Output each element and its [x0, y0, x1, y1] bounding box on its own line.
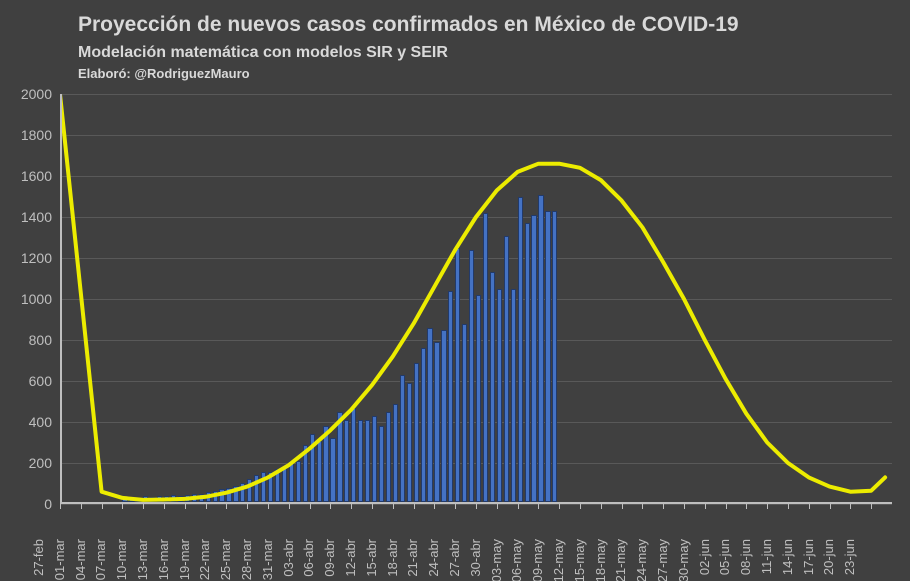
- data-bar: [296, 461, 301, 502]
- data-bar: [372, 416, 377, 502]
- y-tick-label: 600: [29, 373, 52, 389]
- data-bar: [330, 438, 335, 502]
- data-bar: [192, 494, 197, 502]
- data-bar: [282, 467, 287, 502]
- y-tick-label: 1000: [21, 291, 52, 307]
- y-axis: 0200400600800100012001400160018002000: [0, 94, 58, 504]
- y-tick-label: 0: [44, 496, 52, 512]
- data-bar: [289, 461, 294, 502]
- data-bar: [358, 420, 363, 502]
- y-tick-label: 400: [29, 414, 52, 430]
- data-bar: [268, 472, 273, 502]
- data-bar: [275, 469, 280, 502]
- data-bar: [476, 295, 481, 502]
- y-axis-line: [60, 94, 62, 504]
- data-bar: [538, 195, 543, 503]
- data-bar: [233, 486, 238, 502]
- data-bar: [344, 420, 349, 502]
- gridline: [60, 176, 892, 177]
- data-bar: [462, 324, 467, 502]
- data-bar: [337, 412, 342, 502]
- data-bar: [448, 291, 453, 502]
- y-tick-label: 800: [29, 332, 52, 348]
- data-bar: [421, 348, 426, 502]
- data-bar: [393, 404, 398, 502]
- data-bar: [511, 289, 516, 502]
- data-bar: [240, 483, 245, 502]
- y-tick-label: 1600: [21, 168, 52, 184]
- data-bar: [379, 426, 384, 502]
- data-bar: [219, 489, 224, 502]
- data-bar: [310, 434, 315, 502]
- data-bar: [455, 248, 460, 502]
- data-bar: [490, 272, 495, 502]
- data-bar: [518, 197, 523, 502]
- gridline: [60, 217, 892, 218]
- y-tick-label: 2000: [21, 86, 52, 102]
- data-bar: [365, 420, 370, 502]
- data-bar: [323, 426, 328, 502]
- data-bar: [434, 342, 439, 502]
- gridline: [60, 258, 892, 259]
- data-bar: [206, 492, 211, 502]
- data-bar: [400, 375, 405, 502]
- title-block: Proyección de nuevos casos confirmados e…: [78, 12, 739, 81]
- data-bar: [525, 223, 530, 502]
- data-bar: [213, 491, 218, 502]
- y-tick-label: 1400: [21, 209, 52, 225]
- data-bar: [317, 441, 322, 503]
- x-axis: 27-feb01-mar04-mar07-mar10-mar13-mar16-m…: [60, 506, 892, 576]
- chart-author: Elaboró: @RodriguezMauro: [78, 66, 739, 81]
- data-bar: [407, 383, 412, 502]
- y-tick-label: 1200: [21, 250, 52, 266]
- data-bar: [226, 488, 231, 502]
- data-bar: [303, 445, 308, 502]
- data-bar: [414, 363, 419, 502]
- data-bar: [199, 494, 204, 502]
- chart-container: Proyección de nuevos casos confirmados e…: [0, 0, 910, 581]
- chart-title: Proyección de nuevos casos confirmados e…: [78, 12, 739, 38]
- plot-area: [60, 94, 892, 504]
- data-bar: [545, 211, 550, 502]
- data-bar: [185, 495, 190, 502]
- y-tick-label: 1800: [21, 127, 52, 143]
- gridline: [60, 135, 892, 136]
- chart-subtitle: Modelación matemática con modelos SIR y …: [78, 44, 739, 62]
- y-tick-label: 200: [29, 455, 52, 471]
- data-bar: [254, 475, 259, 502]
- data-bar: [247, 479, 252, 502]
- data-bar: [427, 328, 432, 502]
- data-bar: [351, 408, 356, 502]
- data-bar: [261, 472, 266, 502]
- data-bar: [386, 412, 391, 502]
- data-bar: [504, 236, 509, 503]
- data-bar: [441, 330, 446, 502]
- data-bar: [531, 215, 536, 502]
- data-bar: [483, 213, 488, 502]
- data-bar: [469, 250, 474, 502]
- data-bar: [497, 289, 502, 502]
- data-bar: [552, 211, 557, 502]
- gridline: [60, 94, 892, 95]
- x-tick-label: 23-jun: [842, 539, 908, 575]
